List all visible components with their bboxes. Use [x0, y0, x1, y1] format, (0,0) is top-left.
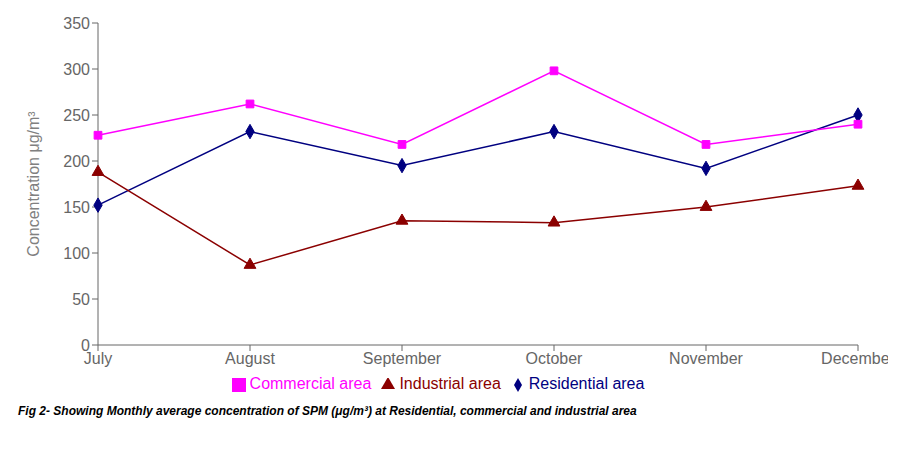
svg-text:350: 350 — [63, 15, 90, 32]
svg-text:November: November — [669, 350, 743, 367]
svg-text:200: 200 — [63, 153, 90, 170]
html-text:Residential area: Residential area — [528, 375, 645, 392]
svg-text:December: December — [821, 350, 888, 367]
svg-text:300: 300 — [63, 61, 90, 78]
svg-text:Concentration μg/m³: Concentration μg/m³ — [25, 111, 42, 257]
svg-text:September: September — [363, 350, 442, 367]
svg-text:100: 100 — [63, 245, 90, 262]
svg-text:150: 150 — [63, 199, 90, 216]
html-text:Industrial area: Industrial area — [399, 375, 501, 392]
svg-text:0: 0 — [81, 337, 90, 354]
html-text:Commercial area: Commercial area — [249, 375, 372, 392]
svg-text:October: October — [526, 350, 584, 367]
svg-text:August: August — [225, 350, 275, 367]
svg-text:July: July — [83, 350, 113, 368]
html-text:Fig 2- Showing Monthly average: Fig 2- Showing Monthly average concentra… — [18, 404, 637, 418]
svg-text:250: 250 — [63, 107, 90, 124]
svg-text:50: 50 — [72, 291, 90, 308]
